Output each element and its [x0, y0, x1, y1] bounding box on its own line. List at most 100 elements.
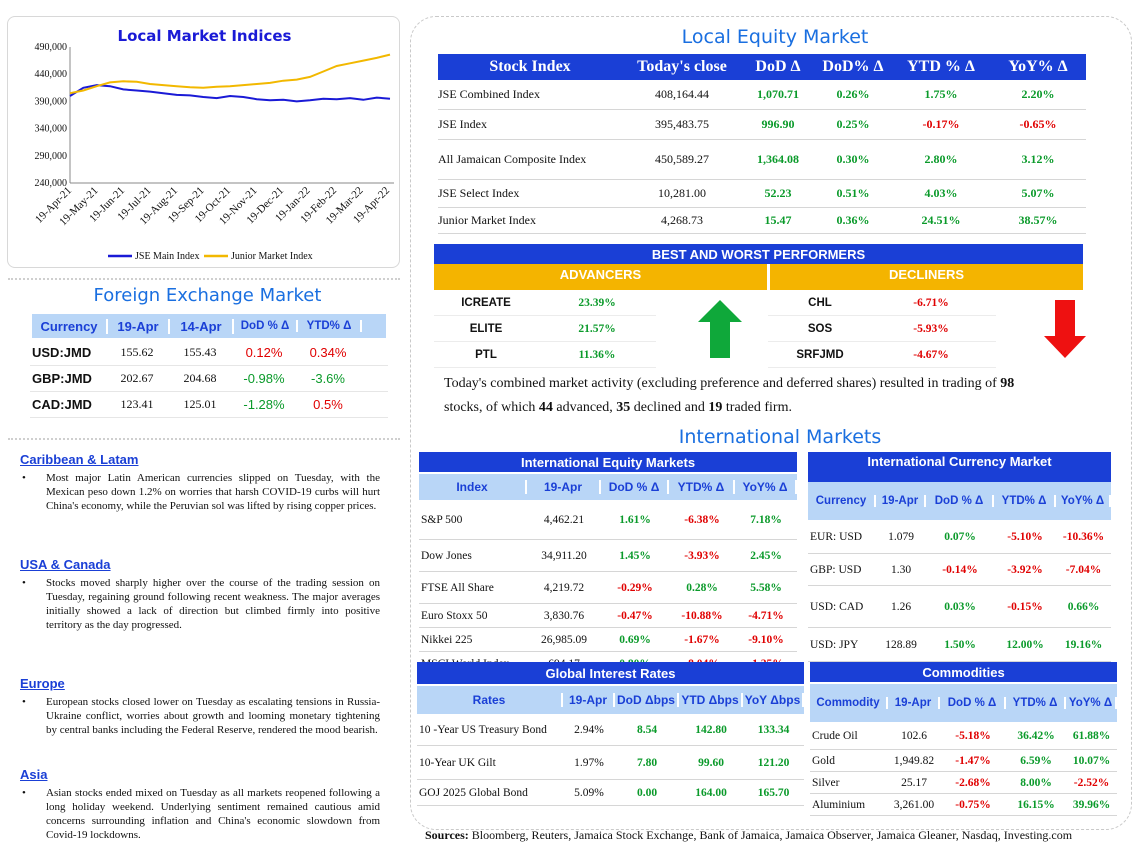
- col-header: YTD% Δ: [994, 495, 1056, 507]
- fx-row: USD:JMD 155.62 155.43 0.12% 0.34%: [30, 340, 388, 366]
- col-header: YTD% Δ: [669, 480, 735, 494]
- col-header: 19-Apr: [888, 697, 940, 709]
- equity-close: 408,164.44: [655, 87, 709, 101]
- col-header: 19-Apr: [876, 495, 926, 507]
- equity-yoy: 38.57%: [1018, 213, 1058, 227]
- row-dod: 1.45%: [619, 549, 651, 562]
- performer-change: -4.67%: [913, 348, 949, 361]
- equity-close: 395,483.75: [655, 117, 709, 131]
- performer-row: SOS -5.93%: [768, 316, 996, 342]
- performer-change: 11.36%: [578, 348, 616, 361]
- fx-col-header: 19-Apr: [108, 318, 170, 334]
- row-dod: 8.54: [636, 723, 658, 736]
- row-value: 26,985.09: [541, 633, 587, 646]
- equity-title: Local Equity Market: [681, 26, 869, 48]
- performer-ticker: SOS: [807, 322, 833, 335]
- performer-ticker: ELITE: [469, 322, 503, 335]
- table-row: GBP: USD 1.30 -0.14% -3.92% -7.04%: [808, 554, 1111, 586]
- equity-row: Junior Market Index 4,268.73 15.47 0.36% 24.…: [438, 208, 1086, 234]
- performer-row: ELITE 21.57%: [434, 316, 656, 342]
- performer-ticker: CHL: [808, 296, 832, 309]
- fx-header-row: Currency 19-Apr 14-Apr DoD % Δ YTD% Δ: [30, 312, 388, 340]
- news-section: Caribbean & Latam • Most major Latin Ameri…: [20, 452, 380, 842]
- performer-row: CHL -6.71%: [768, 290, 996, 316]
- summary-text: stocks, of which: [444, 400, 539, 415]
- y-tick-label: 390,000: [35, 96, 68, 107]
- summary-text: advanced,: [552, 400, 617, 415]
- row-dod: -0.14%: [942, 563, 978, 576]
- fx-col-header: DoD % Δ: [234, 320, 298, 332]
- equity-col-header: DoD Δ: [755, 58, 801, 75]
- table-row: Euro Stoxx 50 3,830.76 -0.47% -10.88% -4.71%: [419, 604, 797, 628]
- fx-title: Foreign Exchange Market: [93, 285, 322, 306]
- fx-ytd: 0.34%: [309, 345, 347, 360]
- intl-equity-title: International Equity Markets: [419, 452, 797, 472]
- y-tick-label: 490,000: [35, 42, 68, 53]
- row-yoy: 7.18%: [750, 513, 782, 526]
- intl-equity-header: Index 19-Apr DoD % Δ YTD% Δ YoY% Δ: [419, 474, 797, 500]
- fx-rate-19apr: 155.62: [120, 345, 154, 359]
- news-heading[interactable]: USA & Canada: [20, 557, 111, 572]
- news-paragraph: • European stocks closed lower on Tuesday…: [20, 695, 380, 737]
- equity-row: JSE Index 395,483.75 996.90 0.25% -0.17% -0.6…: [438, 110, 1086, 140]
- row-ytd: 164.00: [695, 786, 727, 799]
- equity-table: Stock Index Today's close DoD Δ DoD% Δ YTD %…: [438, 54, 1086, 234]
- row-label: Nikkei 225: [421, 633, 473, 646]
- col-header: DoD Δbps: [615, 693, 679, 707]
- col-header: DoD % Δ: [601, 480, 669, 494]
- summary-text: traded firm.: [722, 400, 792, 415]
- row-value: 128.89: [885, 638, 917, 651]
- col-header: YoY% Δ: [1056, 495, 1111, 507]
- news-text: Most major Latin American currencies sli…: [46, 472, 380, 512]
- row-yoy: 39.96%: [1072, 798, 1111, 811]
- equity-ytd: 2.80%: [924, 152, 958, 166]
- row-label: USD: CAD: [810, 600, 864, 613]
- equity-index-name: JSE Combined Index: [438, 87, 540, 101]
- equity-close: 450,589.27: [655, 152, 709, 166]
- fx-col-header: Currency: [32, 318, 108, 334]
- fx-rate-19apr: 202.67: [120, 371, 154, 385]
- divider: [8, 278, 400, 280]
- rates-table: Global Interest Rates Rates 19-Apr DoD Δbp…: [417, 662, 804, 806]
- performer-change: 23.39%: [578, 296, 616, 309]
- row-label: GOJ 2025 Global Bond: [419, 786, 528, 799]
- divider: [8, 438, 400, 440]
- equity-col-header: Today's close: [637, 58, 727, 75]
- row-ytd: 0.28%: [686, 581, 718, 594]
- news-heading[interactable]: Caribbean & Latam: [20, 452, 139, 467]
- col-header: YTD% Δ: [1006, 697, 1066, 709]
- news-paragraph: • Most major Latin American currencies sl…: [20, 471, 380, 513]
- table-row: Crude Oil 102.6 -5.18% 36.42% 61.88%: [810, 722, 1117, 750]
- news-heading[interactable]: Europe: [20, 676, 65, 691]
- col-header: YoY% Δ: [735, 480, 797, 494]
- row-ytd: 36.42%: [1017, 729, 1055, 742]
- summary-advanced: 44: [538, 400, 553, 415]
- table-row: Nikkei 225 26,985.09 0.69% -1.67% -9.10%: [419, 628, 797, 652]
- row-ytd: 8.00%: [1020, 776, 1052, 789]
- row-dod: -0.75%: [955, 798, 991, 811]
- fx-rate-14apr: 155.43: [183, 345, 217, 359]
- row-yoy: 133.34: [757, 723, 790, 736]
- equity-yoy: 3.12%: [1021, 152, 1055, 166]
- equity-row: All Jamaican Composite Index 450,589.27 1,…: [438, 140, 1086, 180]
- bullet-icon: •: [22, 577, 26, 589]
- summary-text: Today's combined market activity (exclud…: [444, 376, 1001, 391]
- decliners-list: CHL -6.71% SOS -5.93% SRFJMD -4.67%: [768, 290, 996, 368]
- equity-yoy: -0.65%: [1019, 117, 1057, 131]
- row-dod: -1.47%: [955, 754, 991, 767]
- legend-label: JSE Main Index: [135, 251, 199, 262]
- equity-ytd: 1.75%: [924, 87, 958, 101]
- advancers-label: ADVANCERS: [434, 264, 767, 290]
- row-label: Gold: [812, 754, 835, 767]
- news-heading[interactable]: Asia: [20, 767, 48, 782]
- row-dod: -0.47%: [617, 609, 653, 622]
- col-header: YoY Δbps: [743, 693, 804, 707]
- row-ytd: 99.60: [698, 756, 724, 769]
- row-value: 5.09%: [574, 786, 604, 799]
- equity-close: 4,268.73: [661, 213, 703, 227]
- row-yoy: 10.07%: [1072, 754, 1111, 767]
- row-value: 34,911.20: [541, 549, 587, 562]
- intl-currency-table: International Currency Market Currency 19…: [808, 452, 1111, 662]
- performer-ticker: PTL: [475, 348, 497, 361]
- performer-change: 21.57%: [578, 322, 616, 335]
